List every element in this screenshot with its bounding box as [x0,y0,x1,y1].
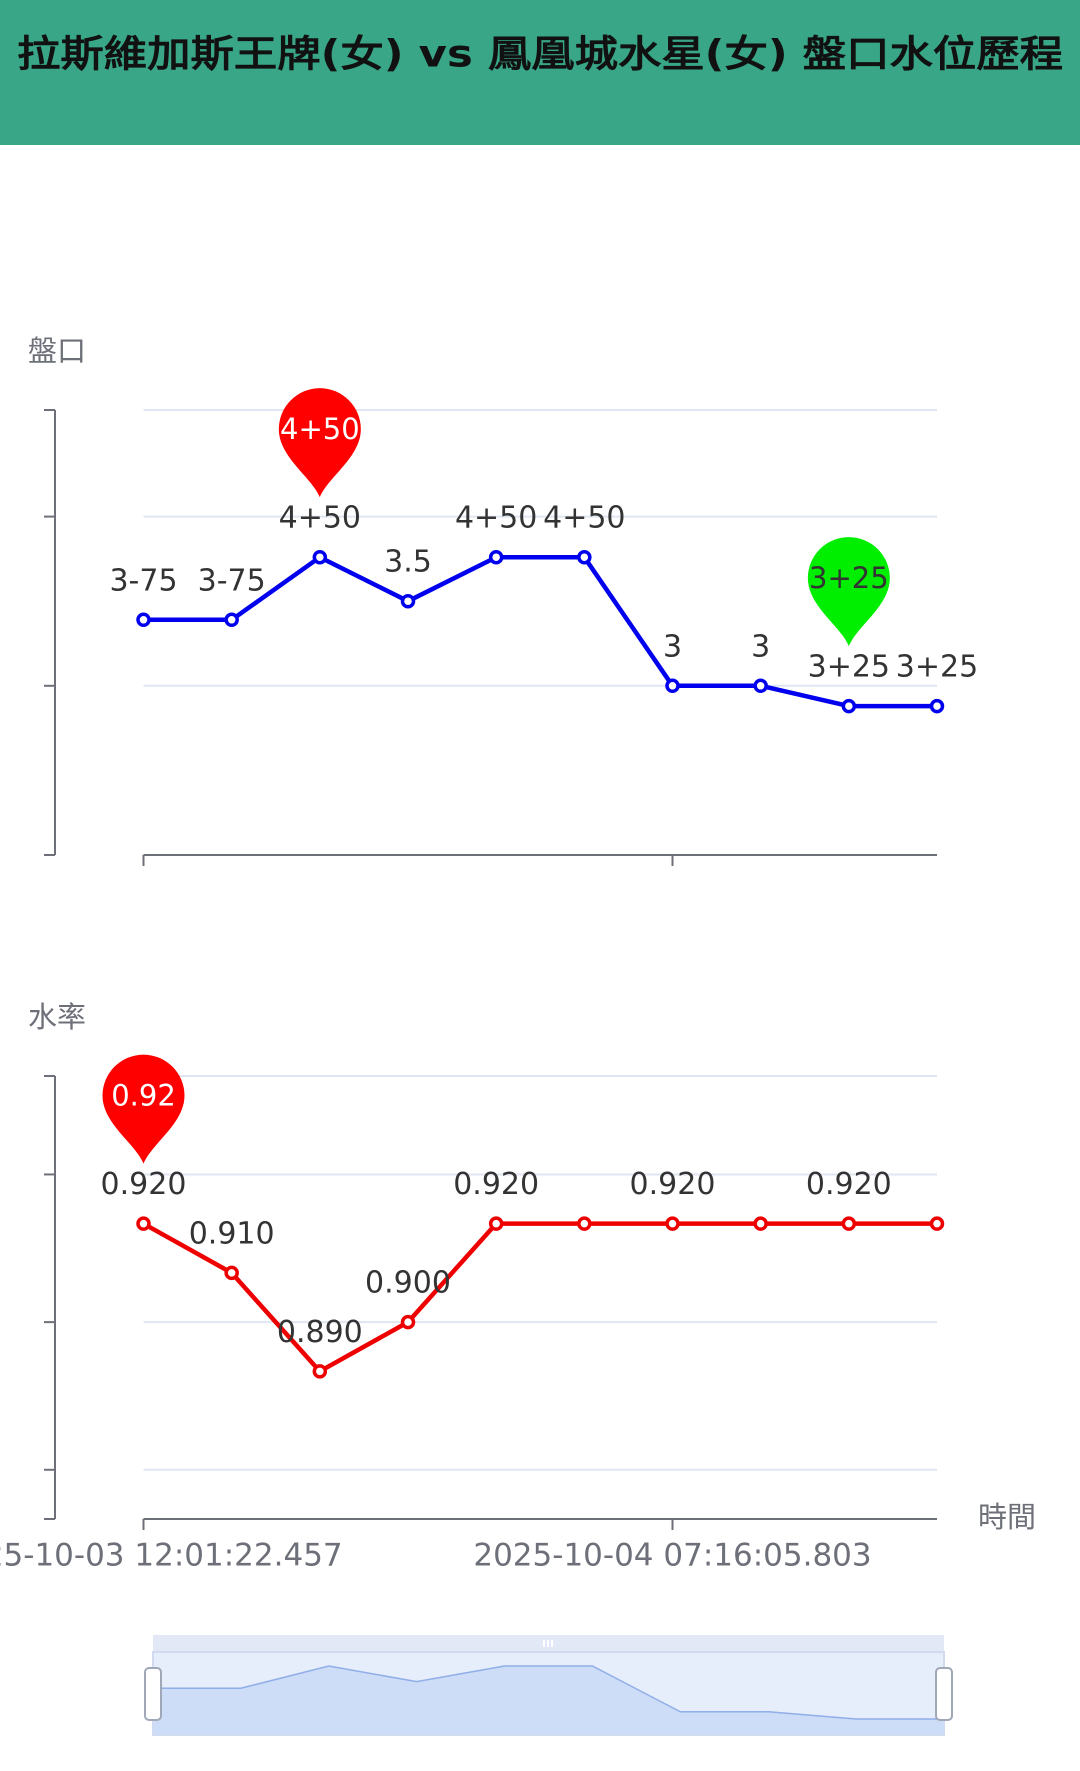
x-tick-label: 2025-10-04 07:16:05.803 [473,1538,871,1574]
zoom-preview-line [153,1665,944,1720]
data-point [312,549,328,565]
data-label: 3-75 [109,563,177,598]
data-point [753,1216,768,1231]
data-label: 0.900 [365,1266,451,1301]
mark-pin [102,1054,185,1164]
mark-pin-label: 0.92 [111,1079,176,1113]
data-point [488,549,504,565]
data-point [929,698,945,714]
data-point [577,1216,592,1231]
header-bar [0,0,1080,145]
data-label: 3.5 [384,545,432,580]
data-point [224,612,239,628]
mark-pin [807,537,890,647]
data-point [841,1216,857,1231]
mark-pin-label: 4+50 [280,412,360,446]
data-label: 3+25 [808,650,890,685]
data-label: 4+50 [543,501,625,536]
data-point [136,1216,151,1231]
data-label: 3-75 [198,563,266,598]
data-point [929,1216,945,1231]
data-label: 0.910 [189,1216,275,1251]
data-label: 3 [663,629,682,664]
data-point [665,678,680,694]
series-line [142,1221,937,1374]
data-label: 0.920 [101,1167,187,1202]
data-point [400,1314,416,1330]
data-label: 0.920 [630,1167,716,1202]
data-point [488,1216,504,1231]
y-axis-name: 盤口 [28,334,86,368]
page-title: 拉斯維加斯王牌(女) vs 鳳凰城水星(女) 盤口水位歷程 [17,33,1063,76]
zoom-handle [935,1667,953,1721]
zoom-handle [144,1667,162,1721]
series-line [143,554,937,709]
x-axis-name: 時間 [978,1500,1036,1534]
data-point [400,593,416,609]
data-label: 0.920 [453,1167,539,1202]
data-point [312,1364,328,1379]
data-point [577,549,592,565]
y-axis-name: 水率 [28,1000,86,1034]
mark-pin-label: 3+25 [809,561,889,595]
data-point [136,612,151,628]
data-label: 0.920 [806,1167,892,1202]
data-label: 4+50 [279,501,361,536]
data-label: 3 [751,629,770,664]
data-point [224,1265,239,1281]
data-label: 0.890 [277,1315,363,1350]
mark-pin [278,388,361,498]
zoom-preview-area [153,1666,944,1735]
data-label: 4+50 [455,501,537,536]
data-label: 3+25 [896,650,978,685]
data-point [665,1216,680,1231]
data-point [841,698,857,714]
x-tick-label: 2025-10-03 12:01:22.457 [0,1538,343,1574]
data-point [753,678,768,694]
